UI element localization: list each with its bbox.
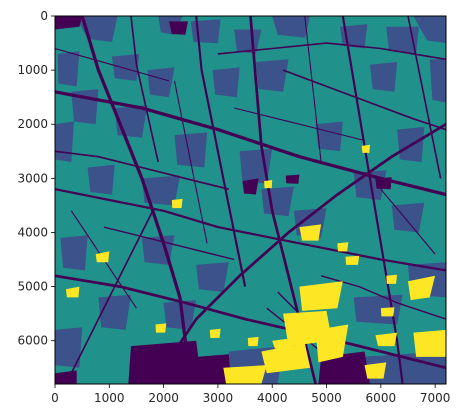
- heatmap-region-class-3: [315, 324, 349, 363]
- heatmap-region-class-1: [55, 121, 74, 163]
- heatmap-region-class-3: [380, 307, 395, 317]
- x-tick-label: 3000: [203, 391, 234, 405]
- y-tick-label: 1000: [17, 63, 48, 77]
- heatmap-region-class-1: [60, 235, 88, 271]
- heatmap-road-class-0: [65, 210, 154, 384]
- heatmap-region-class-3: [386, 274, 398, 284]
- heatmap-road-class-0: [173, 80, 208, 244]
- x-tick-label: 4000: [257, 391, 288, 405]
- heatmap-region-class-3: [345, 255, 360, 265]
- y-axis: 0 1000 2000 3000 4000 5000 6000: [17, 9, 55, 348]
- heatmap-road-class-0: [55, 274, 446, 370]
- y-tick-label: 2000: [17, 117, 48, 131]
- heatmap-region-class-3: [247, 336, 259, 347]
- heatmap-road-class-0: [55, 47, 170, 82]
- heatmap-road-class-0: [80, 16, 193, 384]
- heatmap-region-class-1: [272, 16, 311, 38]
- heatmap-region-class-3: [65, 286, 80, 298]
- y-tick-label: 5000: [17, 280, 48, 294]
- heatmap-region-class-0: [242, 178, 259, 195]
- heatmap-region-class-1: [212, 67, 240, 98]
- heatmap-region-class-1: [261, 186, 294, 217]
- heatmap-region-class-1: [196, 262, 229, 292]
- y-tick-label: 6000: [17, 334, 48, 348]
- heatmap-region-class-3: [364, 362, 387, 379]
- heatmap-road-class-0: [217, 42, 446, 61]
- heatmap-region-class-1: [75, 16, 118, 42]
- heatmap-region-class-3: [272, 338, 294, 349]
- x-tick-label: 5000: [311, 391, 342, 405]
- x-tick-label: 6000: [366, 391, 397, 405]
- heatmap-region-class-3: [261, 343, 311, 374]
- heatmap-region-class-1: [147, 67, 175, 98]
- heatmap-region-class-1: [315, 121, 343, 152]
- x-tick-label: 1000: [94, 391, 125, 405]
- heatmap-region-class-1: [141, 175, 180, 206]
- heatmap-region-class-0: [169, 21, 188, 35]
- y-tick-label: 3000: [17, 171, 48, 185]
- heatmap-region-class-1: [174, 132, 208, 168]
- heatmap-region-class-0: [128, 340, 202, 384]
- heatmap-road-class-0: [55, 150, 229, 190]
- heatmap-region-class-3: [361, 144, 370, 153]
- heatmap-region-class-3: [299, 281, 343, 311]
- heatmap-road-class-0: [103, 226, 235, 261]
- heatmap-road-class-0: [407, 16, 442, 179]
- heatmap-region-class-3: [375, 332, 398, 347]
- heatmap-region-class-0: [285, 174, 300, 184]
- x-tick-label: 2000: [148, 391, 179, 405]
- heatmap-region-class-1: [87, 164, 115, 195]
- x-axis: 0 1000 2000 3000 4000 5000 6000 7000: [51, 384, 450, 405]
- heatmap-road-class-0: [320, 275, 446, 320]
- heatmap-region-class-1: [391, 202, 425, 233]
- heatmap-region-class-3: [223, 365, 267, 384]
- heatmap-road-class-0: [130, 16, 159, 163]
- heatmap-region-class-3: [155, 323, 167, 333]
- heatmap-region-class-3: [95, 251, 110, 263]
- heatmap-road-class-0: [234, 107, 365, 142]
- heatmap-region-class-1: [234, 29, 262, 54]
- plot-frame: [54, 15, 447, 385]
- heatmap-region-class-1: [353, 294, 403, 325]
- heatmap-region-class-0: [55, 16, 83, 30]
- heatmap-region-class-3: [209, 328, 221, 338]
- heatmap-road-class-0: [55, 90, 446, 197]
- heatmap-road-class-0: [304, 16, 322, 163]
- y-tick-label: 0: [40, 9, 48, 23]
- heatmap-region-class-1: [163, 300, 197, 330]
- heatmap-road-class-0: [380, 188, 436, 255]
- heatmap-region-class-1: [57, 51, 80, 87]
- heatmap-region-class-3: [299, 224, 322, 241]
- heatmap-region-class-1: [98, 294, 131, 330]
- plot-area: [55, 16, 446, 384]
- y-tick-label: 4000: [17, 225, 48, 239]
- heatmap-region-class-3: [413, 329, 446, 357]
- heatmap-region-class-1: [190, 19, 221, 44]
- heatmap-region-class-1: [55, 327, 83, 368]
- heatmap-region-class-1: [370, 62, 398, 92]
- heatmap-road-class-0: [151, 123, 446, 384]
- heatmap-road-class-0: [55, 188, 446, 272]
- heatmap-road-class-0: [341, 16, 404, 384]
- heatmap-region-class-3: [171, 198, 183, 209]
- heatmap-region-class-1: [429, 59, 446, 103]
- heatmap-region-class-0: [318, 351, 370, 384]
- heatmap-region-class-3: [264, 180, 273, 189]
- x-tick-label: 7000: [420, 391, 451, 405]
- heatmap-region-class-1: [255, 59, 289, 92]
- heatmap-region-class-3: [337, 242, 349, 252]
- heatmap-region-class-1: [112, 53, 140, 81]
- x-tick-label: 0: [51, 391, 59, 405]
- heatmap-region-class-1: [413, 16, 446, 44]
- heatmap-region-class-1: [386, 26, 419, 54]
- heatmap-region-class-0: [196, 354, 232, 384]
- heatmap-road-class-0: [195, 16, 247, 287]
- heatmap-region-class-3: [408, 275, 436, 301]
